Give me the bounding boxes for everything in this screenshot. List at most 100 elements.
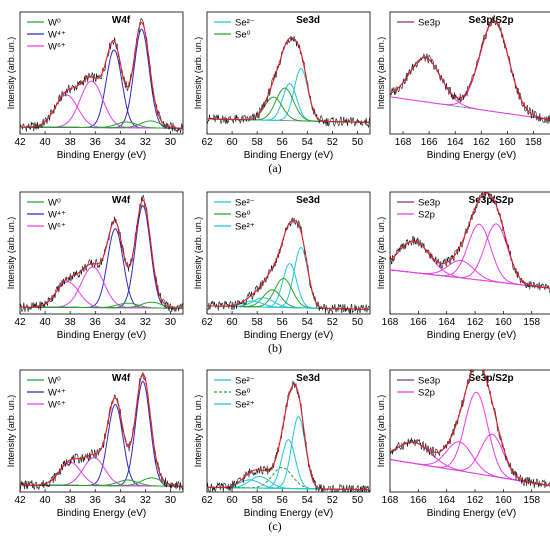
legend-label: W⁰	[48, 18, 61, 29]
x-tick-label: 62	[201, 495, 213, 506]
raw-spectrum	[20, 372, 183, 491]
x-tick-label: 54	[302, 495, 314, 506]
plot-frame	[19, 369, 184, 493]
plot-frame	[389, 11, 550, 135]
x-tick-label: 168	[395, 137, 412, 148]
plot-frame	[19, 191, 184, 315]
component-peak	[207, 476, 370, 491]
panel-title: W4f	[112, 195, 131, 206]
panel-r1-c1: 62 60 58 56 54 52 50 Binding Energy (eV) Intensi…	[193, 191, 371, 341]
x-tick-label: 32	[140, 317, 152, 328]
legend-label: Se²⁻	[235, 18, 255, 29]
legend-label: Se3p	[418, 18, 440, 29]
x-tick-label: 54	[302, 317, 314, 328]
plot-frame	[389, 191, 550, 315]
x-tick-label: 164	[438, 495, 455, 506]
y-axis-label: Intensity (arb. un.)	[376, 217, 386, 290]
x-tick-label: 34	[115, 137, 127, 148]
panel-title: Se3p/S2p	[469, 195, 514, 206]
x-tick-label: 32	[140, 495, 152, 506]
component-peak	[207, 68, 370, 123]
legend-label: W⁰	[48, 198, 61, 209]
x-tick-label: 42	[14, 495, 26, 506]
x-tick-label: 38	[65, 317, 77, 328]
y-axis-label: Intensity (arb. un.)	[376, 37, 386, 110]
x-tick-label: 54	[302, 137, 314, 148]
x-axis-label: Binding Energy (eV)	[244, 508, 334, 519]
y-axis-label: Intensity (arb. un.)	[6, 395, 16, 468]
panel-title: W4f	[112, 15, 131, 26]
x-tick-label: 40	[40, 317, 52, 328]
x-tick-label: 60	[227, 317, 239, 328]
fit-envelope	[20, 199, 183, 309]
raw-spectrum	[207, 217, 370, 314]
panel-r1-c2: 168 166 164 162 160 158 Binding Energy (eV) Int…	[376, 191, 550, 341]
fit-envelope	[390, 192, 550, 289]
fit-envelope	[207, 219, 370, 310]
panel-r2-c2: 168 166 164 162 160 158 Binding Energy (eV) Int…	[376, 369, 550, 519]
fit-envelope	[390, 20, 550, 121]
x-tick-label: 160	[499, 137, 516, 148]
y-axis-label: Intensity (arb. un.)	[6, 37, 16, 110]
legend-label: Se⁰	[235, 210, 251, 221]
x-tick-label: 62	[201, 137, 213, 148]
x-tick-label: 52	[327, 137, 339, 148]
legend-label: Se3p	[418, 376, 440, 387]
plot-frame	[206, 11, 371, 135]
x-tick-label: 50	[352, 495, 364, 506]
x-tick-label: 30	[165, 137, 177, 148]
x-axis-label: Binding Energy (eV)	[244, 330, 334, 341]
component-peak	[207, 87, 370, 123]
caption-a: (a)	[268, 161, 282, 175]
x-tick-label: 38	[65, 495, 77, 506]
legend-label: W⁴⁺	[48, 388, 66, 399]
panel-r0-c1: 62 60 58 56 54 52 50 Binding Energy (eV) Intensi…	[193, 11, 371, 161]
legend-label: S2p	[418, 388, 435, 399]
plot-area	[390, 192, 550, 294]
x-tick-label: 52	[327, 317, 339, 328]
panel-r2-c0: 42 40 38 36 34 32 30 Binding Energy (eV) Intensi…	[6, 369, 184, 519]
fit-envelope	[20, 373, 183, 487]
legend-label: W⁶⁺	[48, 222, 66, 233]
plot-area	[20, 17, 183, 134]
component-peak	[390, 20, 550, 121]
x-axis-label: Binding Energy (eV)	[57, 330, 147, 341]
legend-label: W⁰	[48, 376, 61, 387]
x-tick-label: 164	[447, 137, 464, 148]
x-tick-label: 56	[277, 317, 289, 328]
x-tick-label: 36	[90, 137, 102, 148]
x-tick-label: 158	[525, 137, 542, 148]
x-tick-label: 160	[495, 317, 512, 328]
caption-c: (c)	[268, 519, 282, 533]
plot-area	[207, 35, 370, 129]
legend-label: W⁶⁺	[48, 400, 66, 411]
component-peak	[207, 82, 370, 123]
panel-r2-c1: 62 60 58 56 54 52 50 Binding Energy (eV) Intensi…	[193, 369, 371, 519]
x-tick-label: 38	[65, 137, 77, 148]
x-tick-label: 58	[252, 495, 264, 506]
panel-title: Se3p/S2p	[469, 15, 514, 26]
x-tick-label: 166	[410, 317, 427, 328]
legend-label: Se⁰	[235, 30, 251, 41]
plot-area	[390, 16, 550, 124]
x-tick-label: 50	[352, 137, 364, 148]
component-peak	[20, 266, 183, 309]
legend-label: Se²⁺	[235, 222, 255, 233]
y-axis-label: Intensity (arb. un.)	[193, 217, 203, 290]
legend-label: S2p	[418, 210, 435, 221]
plot-frame	[206, 369, 371, 493]
y-axis-label: Intensity (arb. un.)	[6, 217, 16, 290]
x-tick-label: 36	[90, 317, 102, 328]
legend-label: Se3p	[418, 198, 440, 209]
x-axis-label: Binding Energy (eV)	[427, 330, 517, 341]
x-axis-label: Binding Energy (eV)	[427, 150, 517, 161]
y-axis-label: Intensity (arb. un.)	[193, 37, 203, 110]
x-tick-label: 60	[227, 495, 239, 506]
legend-label: Se²⁻	[235, 376, 255, 387]
x-tick-label: 62	[201, 317, 213, 328]
x-tick-label: 60	[227, 137, 239, 148]
x-axis-label: Binding Energy (eV)	[244, 150, 334, 161]
panel-r0-c0: 42 40 38 36 34 32 30 Binding Energy (eV) Intensi…	[6, 11, 184, 161]
x-tick-label: 40	[40, 137, 52, 148]
panel-title: Se3d	[296, 15, 320, 26]
